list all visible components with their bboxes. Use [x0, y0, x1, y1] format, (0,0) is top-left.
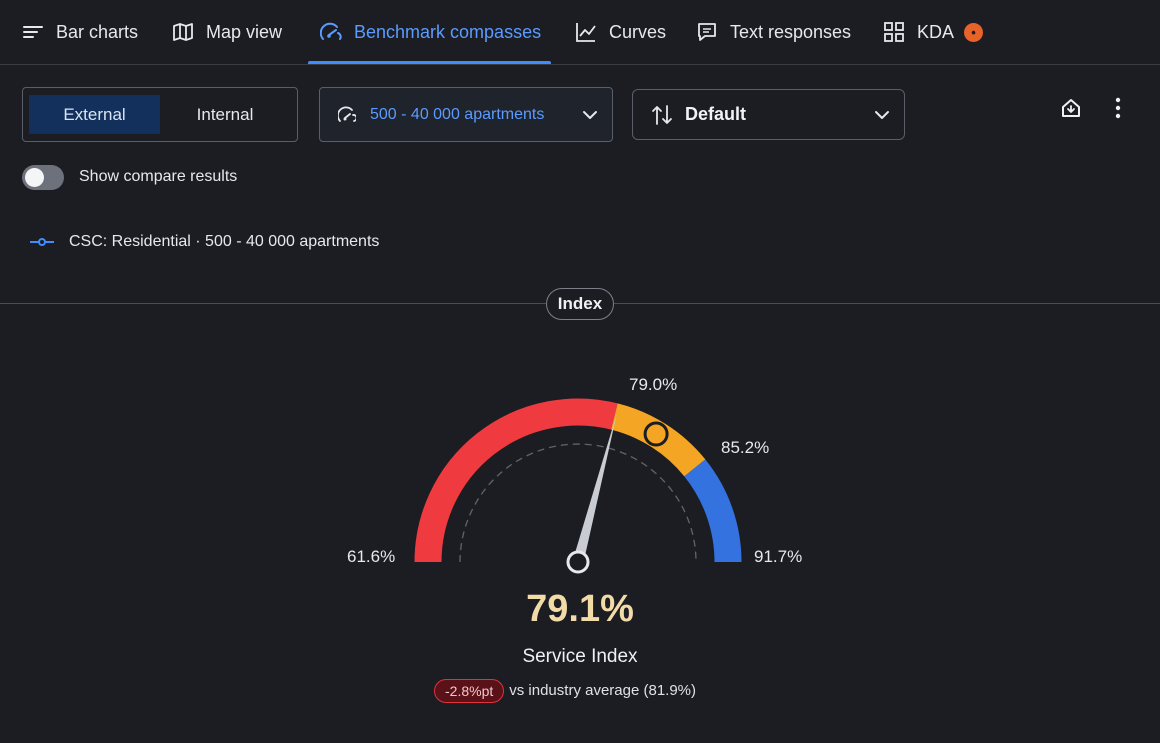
compare-results-switch[interactable] [22, 165, 64, 190]
home-button[interactable] [1056, 93, 1086, 123]
tab-label: Text responses [730, 21, 852, 42]
gauge-max-label: 91.7% [754, 547, 802, 566]
apartment-range-label: 500 - 40 000 apartments [370, 105, 545, 123]
gauge-arc-low [414, 398, 618, 563]
gauge-arc-high [684, 459, 742, 563]
grid-squares-icon [884, 22, 904, 42]
industry-average-text: vs industry average (81.9%) [509, 682, 697, 699]
gauge-inner-dashed-arc [459, 443, 697, 563]
gauge-threshold-low-label: 79.0% [629, 375, 677, 394]
apartment-range-dropdown[interactable]: 500 - 40 000 apartments [319, 87, 613, 142]
line-chart-icon [576, 23, 596, 42]
section-chip-index[interactable]: Index [546, 288, 614, 320]
gauge-needle-hub [566, 550, 590, 574]
tab-curves[interactable]: Curves [575, 0, 666, 64]
industry-average-marker [643, 421, 669, 447]
tab-benchmark-compasses[interactable]: Benchmark compasses [307, 0, 552, 64]
gauge-threshold-mid-label: 85.2% [721, 438, 769, 457]
legend-label: CSC: Residential · 500 - 40 000 apartmen… [69, 233, 380, 250]
alert-circle-icon: • [964, 22, 984, 42]
gauge-min-label: 61.6% [347, 547, 395, 566]
segment-external-button[interactable]: External [29, 95, 160, 134]
tab-kda[interactable]: KDA • [883, 0, 984, 64]
tab-label: Map view [206, 21, 283, 42]
home-icon [1062, 99, 1080, 117]
tab-label: Bar charts [56, 21, 139, 42]
bar-chart-lines-icon [23, 26, 43, 38]
gauge-small-icon [338, 105, 356, 122]
tab-map-view[interactable]: Map view [172, 0, 282, 64]
delta-badge: -2.8%pt [434, 678, 505, 703]
tab-bar-charts[interactable]: Bar charts [22, 0, 138, 64]
gauge-needle [572, 413, 617, 564]
chevron-down-icon [875, 110, 889, 119]
switch-knob [25, 168, 44, 187]
chevron-down-icon [583, 110, 597, 119]
compass-gauge-icon [320, 22, 342, 40]
sort-dropdown-label: Default [685, 104, 747, 124]
compare-results-label: Show compare results [79, 168, 238, 185]
compare-row: -2.8%pt vs industry average (81.9%) [434, 678, 696, 703]
sort-arrows-icon [652, 104, 672, 125]
tab-text-responses[interactable]: Text responses [696, 0, 851, 64]
gauge-value: 79.1% [526, 588, 634, 630]
map-icon [173, 23, 193, 41]
more-options-button[interactable] [1103, 93, 1133, 123]
speech-bubble-icon [698, 23, 716, 41]
external-internal-toggle: External Internal [22, 87, 298, 142]
legend-line-icon [30, 238, 54, 246]
tab-label: KDA [917, 21, 955, 42]
kebab-menu-icon [1115, 97, 1121, 119]
segment-internal-button[interactable]: Internal [196, 104, 254, 124]
gauge-title: Service Index [522, 646, 638, 667]
tab-label: Benchmark compasses [354, 21, 542, 42]
tab-bar: Bar charts Map view Benchmark compasses … [0, 0, 1160, 65]
sort-dropdown[interactable]: Default [632, 89, 905, 140]
tab-label: Curves [609, 21, 667, 42]
